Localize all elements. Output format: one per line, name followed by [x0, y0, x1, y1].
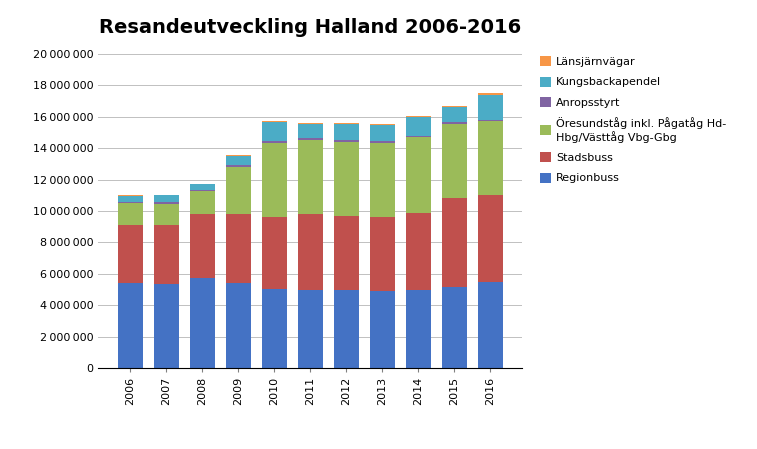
Bar	[226, 214, 251, 283]
Bar	[190, 190, 215, 191]
Bar	[117, 203, 143, 225]
Bar	[370, 124, 395, 125]
Bar	[154, 284, 179, 368]
Bar	[298, 290, 323, 368]
Bar	[298, 124, 323, 138]
Bar	[190, 184, 215, 185]
Bar	[298, 214, 323, 290]
Bar	[478, 95, 503, 120]
Bar	[478, 120, 503, 122]
Bar	[442, 106, 467, 122]
Bar	[406, 213, 431, 290]
Bar	[262, 122, 287, 141]
Bar	[226, 167, 251, 214]
Bar	[190, 191, 215, 214]
Bar	[226, 155, 251, 156]
Bar	[334, 123, 359, 124]
Bar	[117, 202, 143, 203]
Bar	[226, 166, 251, 167]
Bar	[298, 123, 323, 124]
Bar	[154, 194, 179, 195]
Bar	[406, 116, 431, 117]
Bar	[262, 143, 287, 216]
Text: Resandeutveckling Halland 2006-2016: Resandeutveckling Halland 2006-2016	[99, 18, 522, 37]
Bar	[334, 140, 359, 142]
Bar	[334, 216, 359, 291]
Bar	[478, 93, 503, 95]
Bar	[334, 142, 359, 216]
Bar	[370, 141, 395, 143]
Bar	[154, 225, 179, 284]
Bar	[442, 122, 467, 124]
Bar	[154, 202, 179, 204]
Bar	[406, 117, 431, 136]
Bar	[226, 283, 251, 368]
Bar	[262, 216, 287, 289]
Bar	[190, 278, 215, 368]
Bar	[262, 289, 287, 368]
Bar	[117, 196, 143, 202]
Bar	[117, 225, 143, 283]
Legend: Länsjärnvägar, Kungsbackapendel, Anropsstyrt, Öresundståg inkl. Pågatåg Hd-
Hbg/: Länsjärnvägar, Kungsbackapendel, Anropss…	[537, 53, 730, 187]
Bar	[478, 195, 503, 282]
Bar	[478, 282, 503, 368]
Bar	[117, 195, 143, 196]
Bar	[478, 122, 503, 195]
Bar	[298, 138, 323, 140]
Bar	[334, 124, 359, 140]
Bar	[370, 291, 395, 368]
Bar	[117, 283, 143, 368]
Bar	[370, 125, 395, 141]
Bar	[154, 195, 179, 202]
Bar	[370, 217, 395, 291]
Bar	[442, 287, 467, 368]
Bar	[154, 204, 179, 225]
Bar	[334, 291, 359, 368]
Bar	[406, 137, 431, 213]
Bar	[226, 156, 251, 166]
Bar	[190, 214, 215, 278]
Bar	[190, 185, 215, 190]
Bar	[370, 143, 395, 217]
Bar	[442, 198, 467, 287]
Bar	[406, 290, 431, 368]
Bar	[406, 136, 431, 137]
Bar	[442, 124, 467, 198]
Bar	[298, 140, 323, 214]
Bar	[262, 141, 287, 143]
